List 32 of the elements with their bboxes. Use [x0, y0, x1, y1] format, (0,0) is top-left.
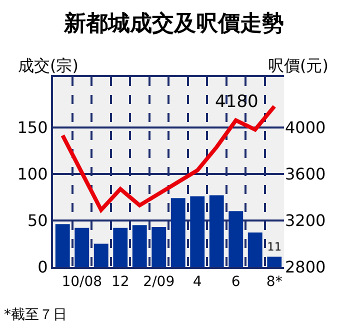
- y2-tick-label: 3200: [285, 211, 326, 230]
- x-tick-label: 2/09: [143, 274, 175, 290]
- bar: [113, 228, 128, 267]
- y2-tick-label: 3600: [285, 164, 326, 184]
- text: *截至７日: [4, 307, 67, 323]
- bar: [228, 211, 244, 267]
- y-axis-title: 成交(宗): [18, 56, 78, 75]
- y2-axis-title: 呎價(元): [268, 56, 328, 75]
- y-tick-label: 100: [17, 164, 48, 184]
- data-label: 11: [267, 239, 282, 254]
- bar: [209, 195, 224, 267]
- x-tick-label: 8*: [266, 274, 282, 290]
- bar: [132, 225, 147, 267]
- y2-tick-label: 4000: [285, 118, 326, 137]
- bar: [74, 228, 90, 267]
- bar: [152, 226, 166, 267]
- bar: [94, 244, 108, 267]
- bar: [170, 198, 186, 267]
- y-tick-label: 50: [27, 211, 48, 230]
- bar: [55, 224, 70, 267]
- y-tick-label: 150: [17, 118, 48, 137]
- x-tick-label: 4: [192, 274, 202, 290]
- y-tick-label: 0: [38, 258, 48, 277]
- x-tick-label: 10/08: [62, 274, 102, 290]
- bar: [248, 232, 262, 267]
- data-label: 4180: [215, 92, 258, 112]
- y2-tick-label: 2800: [285, 258, 326, 277]
- bar: [267, 256, 282, 267]
- chart-title: 新都城成交及呎價走勢: [63, 10, 284, 37]
- x-tick-label: 6: [231, 274, 240, 290]
- x-tick-label: 12: [111, 274, 130, 290]
- bar: [190, 196, 205, 267]
